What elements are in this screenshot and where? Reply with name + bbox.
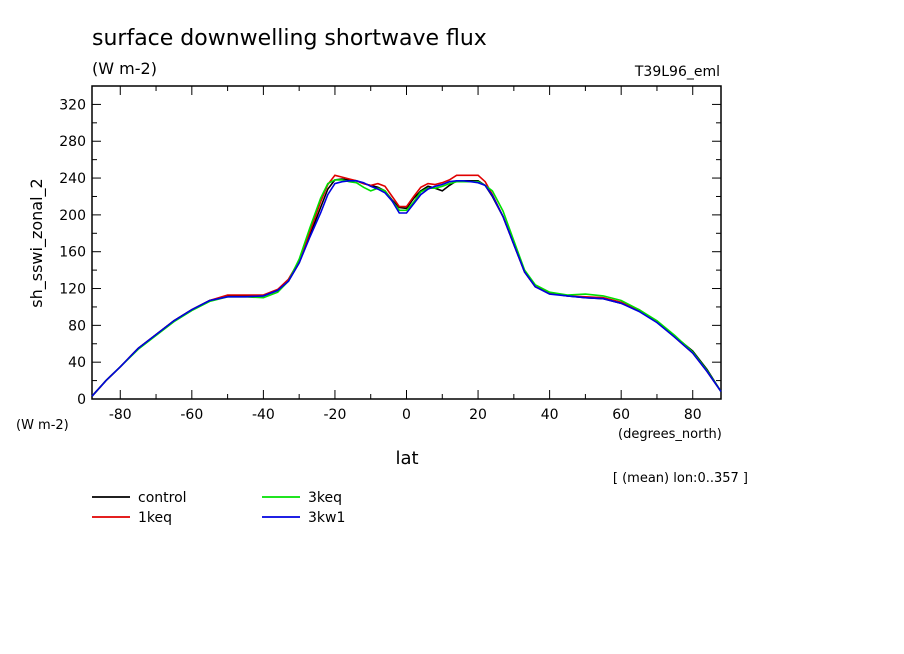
y-tick-label: 320 bbox=[59, 97, 86, 113]
x-tick-label: 80 bbox=[684, 407, 702, 423]
legend-label-1keq: 1keq bbox=[138, 510, 172, 526]
y-axis-label: sh_sswi_zonal_2 bbox=[27, 178, 47, 307]
x-tick-label: 60 bbox=[612, 407, 630, 423]
series-line-3kw1 bbox=[91, 180, 722, 397]
x-axis-units: (degrees_north) bbox=[618, 427, 722, 442]
plot-frame bbox=[91, 85, 722, 400]
legend-label-3kw1: 3kw1 bbox=[308, 510, 345, 526]
x-axis-label: lat bbox=[395, 448, 418, 469]
y-tick-label: 160 bbox=[59, 245, 86, 261]
x-tick-label: -40 bbox=[252, 407, 275, 423]
series-line-control bbox=[91, 178, 722, 397]
tick-layer: -80 -60 -40 -20 0 20 40 60 80 0 40 80 120 160 200 240 28… bbox=[59, 85, 721, 423]
y-tick-label: 280 bbox=[59, 134, 86, 150]
x-tick-label: 40 bbox=[541, 407, 559, 423]
x-tick-label: -60 bbox=[180, 407, 203, 423]
legend: control 1keq 3keq 3kw1 bbox=[92, 490, 345, 526]
experiment-label: T39L96_eml bbox=[634, 64, 720, 80]
x-tick-label: -80 bbox=[109, 407, 132, 423]
legend-label-control: control bbox=[138, 490, 187, 506]
chart-units: (W m-2) bbox=[92, 59, 157, 78]
series-layer bbox=[91, 174, 722, 397]
x-tick-label: 0 bbox=[402, 407, 411, 423]
mean-note: [ (mean) lon:0..357 ] bbox=[613, 471, 748, 486]
y-tick-label: 200 bbox=[59, 208, 86, 224]
x-tick-label: -20 bbox=[324, 407, 347, 423]
x-tick-label: 20 bbox=[469, 407, 487, 423]
y-axis-units: (W m-2) bbox=[16, 418, 69, 433]
y-tick-label: 120 bbox=[59, 282, 86, 298]
legend-label-3keq: 3keq bbox=[308, 490, 342, 506]
y-tick-label: 80 bbox=[68, 318, 86, 334]
y-tick-label: 40 bbox=[68, 355, 86, 371]
y-tick-label: 0 bbox=[77, 392, 86, 408]
y-tick-label: 240 bbox=[59, 171, 86, 187]
chart-title: surface downwelling shortwave flux bbox=[92, 26, 487, 51]
